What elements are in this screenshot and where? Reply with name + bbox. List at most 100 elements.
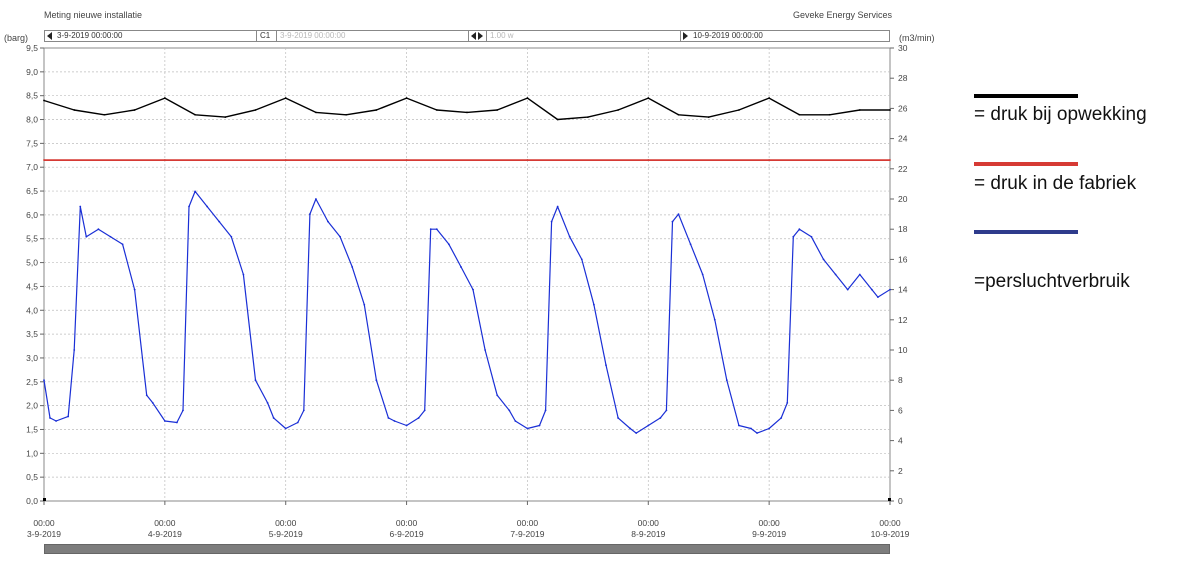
legend-swatch-druk-opwekking [974,94,1078,98]
corner-marker-right [888,498,891,501]
data-point [750,427,752,430]
data-point [647,97,650,99]
data-point [460,266,462,268]
data-point [496,394,499,397]
x-tick-date: 6-9-2019 [390,529,424,539]
right-tick-label: 4 [898,436,903,446]
data-point [701,273,704,276]
data-point [889,288,891,291]
step-back-icon[interactable] [47,32,52,40]
arrow-right-icon[interactable] [478,32,483,40]
arrow-left-icon[interactable] [471,32,476,40]
data-point [556,205,559,208]
data-point [858,109,861,111]
data-point [393,420,396,422]
data-point [302,409,305,412]
x-tick-date: 3-9-2019 [27,529,61,539]
data-point [647,159,650,161]
data-point [429,228,432,231]
left-tick-label: 3,0 [26,353,38,363]
data-point [194,190,196,193]
data-point [315,198,317,200]
data-point [858,273,861,276]
chart-title: Meting nieuwe installatie [44,10,143,20]
cursor-label: C1 [257,31,277,41]
data-point [671,220,674,223]
data-point [133,288,136,291]
data-point [296,421,299,424]
x-tick-time: 00:00 [33,518,55,528]
data-point [284,97,287,99]
left-tick-label: 1,0 [26,448,38,458]
data-point [526,97,529,99]
data-point [786,401,789,404]
plot-frame [43,47,891,502]
data-point [877,296,879,299]
x-tick-date: 5-9-2019 [269,529,303,539]
data-point [230,235,233,238]
cursor-time-field[interactable]: 3-9-2019 00:00:00 [277,31,469,41]
data-point [188,205,190,208]
data-point [550,220,553,223]
data-point [182,409,184,412]
data-point [629,427,632,430]
data-point [508,409,511,412]
data-point [870,288,873,291]
zoom-arrows[interactable] [469,31,487,41]
data-point [822,258,825,261]
series-line-persluchtverbruik [43,190,891,434]
legend-label-druk-fabriek: = druk in de fabriek [974,173,1137,194]
step-field[interactable]: 1.00 w [487,31,681,41]
x-tick-date: 8-9-2019 [631,529,665,539]
data-point [556,118,559,121]
left-tick-label: 9,0 [26,67,38,77]
left-tick-label: 4,0 [26,305,38,315]
data-point [163,420,166,422]
x-tick-date: 4-9-2019 [148,529,182,539]
right-axis-unit: (m3/min) [899,33,935,43]
right-tick-label: 22 [898,164,908,174]
data-point [423,409,426,412]
right-tick-label: 24 [898,134,908,144]
data-point [55,420,57,422]
step-forward-icon[interactable] [683,32,688,40]
data-point [568,235,571,238]
right-tick-label: 16 [898,254,908,264]
x-tick-time: 00:00 [154,518,176,528]
left-tick-label: 8,0 [26,115,38,125]
data-point [677,213,680,216]
data-point [405,159,408,161]
data-point [593,303,595,306]
data-point [67,415,70,418]
data-point [79,205,82,208]
data-point [272,417,275,419]
data-point [526,427,529,430]
start-time-field[interactable]: 3-9-2019 00:00:00 [45,31,257,41]
x-tick-time: 00:00 [879,518,901,528]
data-point [254,109,257,111]
x-tick-date: 9-9-2019 [752,529,786,539]
data-point [242,273,245,276]
right-tick-label: 8 [898,375,903,385]
data-point [713,318,716,321]
left-tick-label: 1,5 [26,424,38,434]
data-point [665,409,668,412]
data-point [768,159,771,161]
right-tick-label: 18 [898,224,908,234]
left-tick-label: 9,5 [26,43,38,53]
data-point [768,97,771,99]
left-tick-label: 0,5 [26,472,38,482]
x-tick-date: 10-9-2019 [871,529,910,539]
data-point [834,273,837,276]
data-point [284,427,287,430]
data-point [387,417,390,419]
data-point [145,394,148,397]
data-point [327,220,329,223]
right-tick-label: 20 [898,194,908,204]
data-point [85,235,88,238]
data-point [544,409,547,412]
x-tick-time: 00:00 [638,518,660,528]
end-time-field[interactable]: 10-9-2019 00:00:00 [681,31,889,41]
time-scrollbar[interactable] [44,544,890,554]
